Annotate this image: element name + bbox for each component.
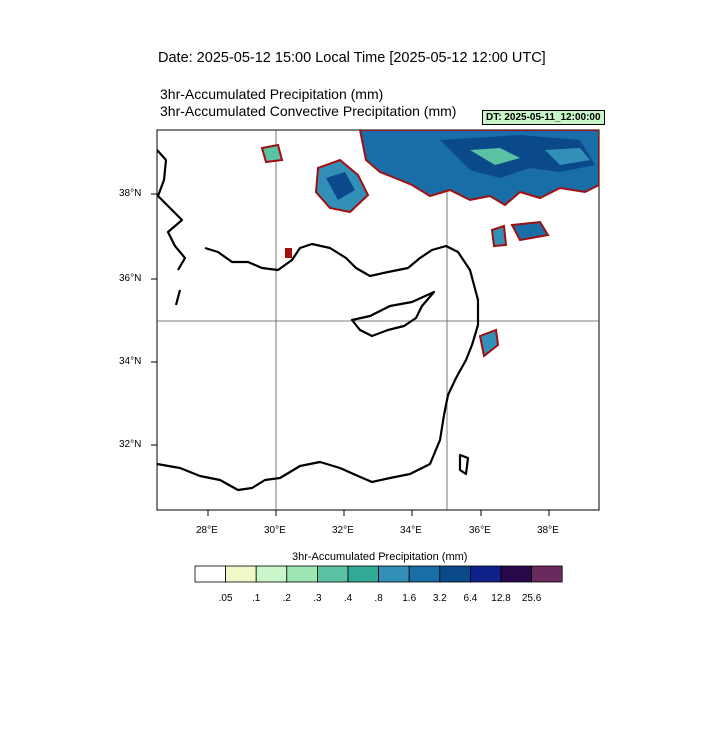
lon-label-36e: 36°E xyxy=(469,525,491,536)
lon-label-34e: 34°E xyxy=(400,525,422,536)
date-line: Date: 2025-05-12 15:00 Local Time [2025-… xyxy=(158,50,546,66)
axis-ticks xyxy=(151,193,550,516)
colorbar-label: .8 xyxy=(374,593,383,604)
colorbar-label: 1.6 xyxy=(402,593,417,604)
title-convective: 3hr-Accumulated Convective Precipitation… xyxy=(160,103,457,119)
colorbar-label: 25.6 xyxy=(521,593,542,604)
colorbar-box xyxy=(531,565,563,583)
title-precip: 3hr-Accumulated Precipitation (mm) xyxy=(160,86,384,102)
lat-label-36n: 36°N xyxy=(119,273,142,284)
colorbar-box xyxy=(347,565,380,583)
colorbar-label: .05 xyxy=(218,593,233,604)
lat-label-38n: 38°N xyxy=(119,188,142,199)
lat-label-32n: 32°N xyxy=(119,439,142,450)
colorbar-box xyxy=(255,565,288,583)
colorbar xyxy=(194,565,563,583)
colorbar-title: 3hr-Accumulated Precipitation (mm) xyxy=(292,551,468,563)
coastline xyxy=(157,149,480,492)
colorbar-box xyxy=(194,565,227,583)
lon-label-32e: 32°E xyxy=(332,525,354,536)
map-frame xyxy=(156,129,600,511)
colorbar-label: 12.8 xyxy=(491,593,511,604)
lon-label-38e: 38°E xyxy=(537,525,559,536)
colorbar-box xyxy=(378,565,410,583)
lon-label-28e: 28°E xyxy=(196,525,218,536)
precip-area-anatolia xyxy=(260,143,550,358)
colorbar-label: .1 xyxy=(252,593,261,604)
lon-label-30e: 30°E xyxy=(264,525,286,536)
colorbar-label: .4 xyxy=(343,593,353,604)
colorbar-box xyxy=(500,565,533,583)
colorbar-label: .2 xyxy=(282,593,291,604)
colorbar-box xyxy=(225,565,257,583)
dt-label: DT: 2025-05-11_12:00:00 xyxy=(482,110,605,125)
colorbar-box xyxy=(286,565,318,583)
colorbar-box xyxy=(408,565,441,583)
colorbar-label: 6.4 xyxy=(463,593,478,604)
colorbar-box xyxy=(439,565,471,583)
colorbar-label: 3.2 xyxy=(432,593,447,604)
precip-area-northeast xyxy=(358,130,599,207)
colorbar-box xyxy=(469,565,502,583)
colorbar-box xyxy=(316,565,349,583)
colorbar-label: .3 xyxy=(313,593,322,604)
lat-label-34n: 34°N xyxy=(119,356,142,367)
